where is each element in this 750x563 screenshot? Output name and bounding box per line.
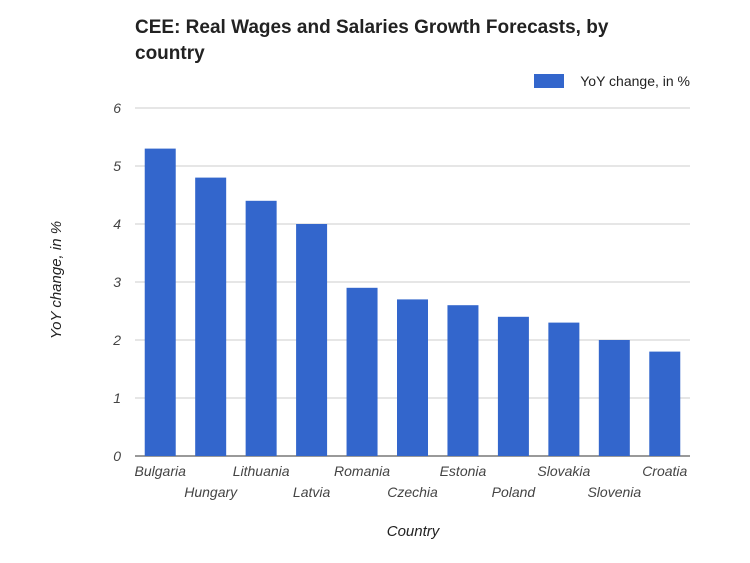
y-tick-label: 3 xyxy=(113,274,121,290)
bar-czechia[interactable] xyxy=(397,299,428,456)
x-tick-label: Slovenia xyxy=(587,484,641,500)
x-tick-label: Bulgaria xyxy=(135,463,187,479)
bar-slovenia[interactable] xyxy=(598,340,630,456)
y-tick-label: 2 xyxy=(112,332,121,348)
legend-label: YoY change, in % xyxy=(580,73,690,89)
x-tick-label: Estonia xyxy=(440,463,487,479)
x-tick-label: Slovakia xyxy=(537,463,590,479)
bar-hungary[interactable] xyxy=(195,177,227,456)
x-tick-label: Romania xyxy=(334,463,390,479)
chart-title: CEE: Real Wages and Salaries Growth Fore… xyxy=(135,17,609,64)
x-tick-label: Poland xyxy=(492,484,537,500)
bar-bulgaria[interactable] xyxy=(144,148,176,456)
x-tick-label: Croatia xyxy=(642,463,687,479)
x-tick-label: Lithuania xyxy=(233,463,290,479)
x-tick-label: Latvia xyxy=(293,484,331,500)
y-axis-title: YoY change, in % xyxy=(48,221,65,339)
bar-lithuania[interactable] xyxy=(245,200,277,456)
x-axis-title: Country xyxy=(387,523,441,540)
bar-poland[interactable] xyxy=(497,316,529,456)
x-tick-label: Hungary xyxy=(184,484,238,500)
bar-estonia[interactable] xyxy=(447,305,479,456)
y-tick-label: 5 xyxy=(113,158,121,174)
legend-swatch xyxy=(534,74,564,88)
y-tick-label: 0 xyxy=(113,448,121,464)
x-tick-label: Czechia xyxy=(387,484,438,500)
bar-latvia[interactable] xyxy=(296,224,328,456)
bar-romania[interactable] xyxy=(346,287,378,456)
y-tick-label: 4 xyxy=(113,216,121,232)
y-tick-label: 1 xyxy=(113,390,121,406)
bar-croatia[interactable] xyxy=(649,351,681,456)
bar-slovakia[interactable] xyxy=(548,322,580,456)
y-tick-label: 6 xyxy=(113,100,121,116)
